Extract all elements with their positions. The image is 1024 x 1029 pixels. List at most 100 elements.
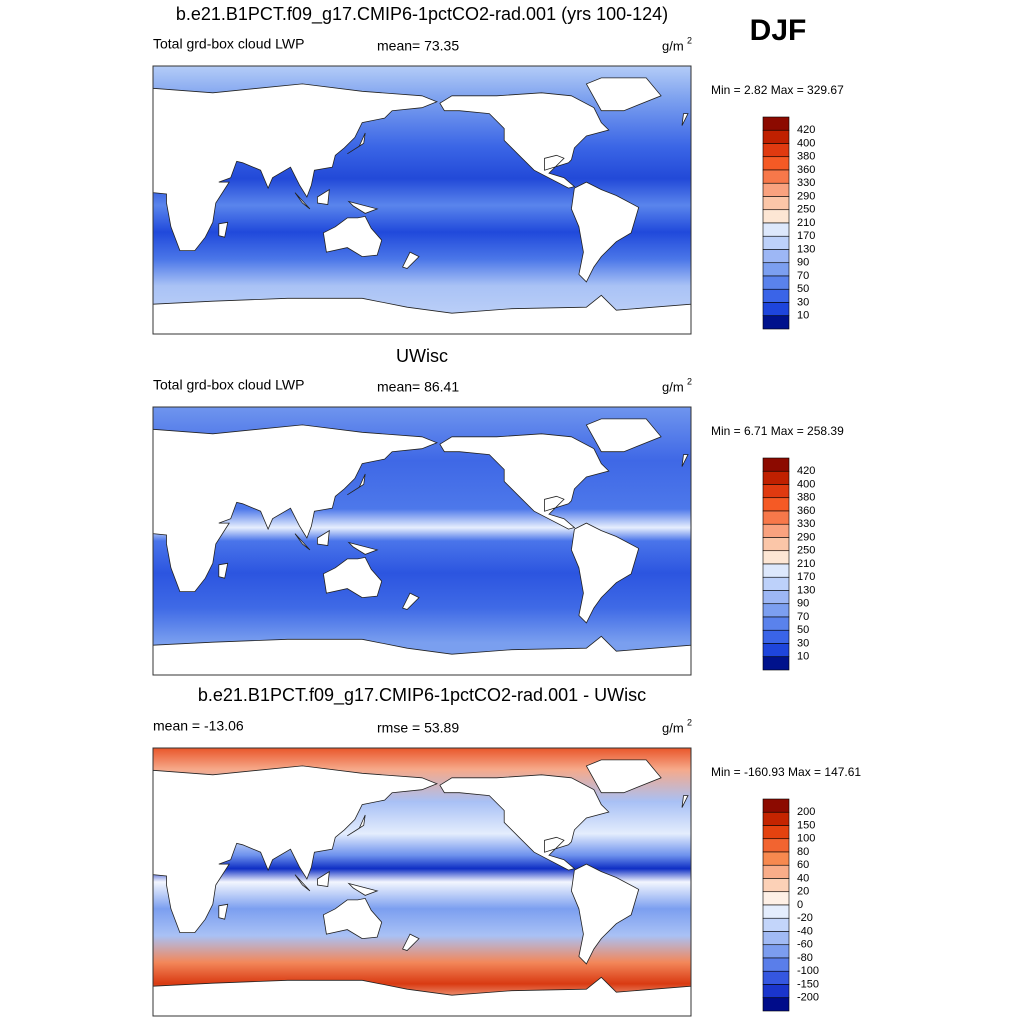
panel-title: b.e21.B1PCT.f09_g17.CMIP6-1pctCO2-rad.00…: [176, 4, 668, 25]
colorbar-label: 50: [797, 624, 809, 636]
colorbar-box: [762, 116, 790, 131]
colorbar-label: 60: [797, 859, 809, 871]
colorbar-label: 0: [797, 899, 803, 911]
land: [681, 113, 689, 126]
min-max: Min = 6.71 Max = 258.39: [711, 424, 844, 438]
colorbar-label: 210: [797, 217, 815, 229]
colorbar-label: 380: [797, 151, 815, 163]
colorbar-box: [762, 315, 790, 330]
colorbar-label: 10: [797, 310, 809, 322]
colorbar-box: [762, 904, 790, 919]
colorbar-box: [762, 156, 790, 171]
colorbar-label: 330: [797, 177, 815, 189]
map: [152, 747, 692, 1017]
colorbar-label: -150: [797, 978, 819, 990]
colorbar-box: [762, 616, 790, 631]
land: [570, 522, 640, 624]
colorbar-label: 130: [797, 584, 815, 596]
land: [316, 188, 330, 205]
panel-title: UWisc: [396, 346, 448, 366]
land: [294, 874, 311, 892]
colorbar-box: [762, 656, 790, 671]
colorbar-box: [762, 182, 790, 197]
colorbar-label: -80: [797, 952, 813, 964]
land: [402, 933, 420, 951]
colorbar-label: 170: [797, 230, 815, 242]
map-frame: [152, 406, 692, 676]
colorbar-box: [762, 838, 790, 853]
colorbar-box: [762, 537, 790, 552]
land: [570, 181, 640, 283]
colorbar-label: 70: [797, 270, 809, 282]
colorbar-label: 420: [797, 124, 815, 136]
land: [347, 541, 379, 555]
colorbar-box: [762, 288, 790, 303]
land: [218, 903, 229, 920]
land: [316, 870, 330, 887]
land: [439, 433, 610, 530]
colorbar-label: 250: [797, 204, 815, 216]
colorbar-box: [762, 196, 790, 211]
map: [152, 65, 692, 335]
land: [402, 592, 420, 610]
land: [585, 77, 662, 112]
colorbar-label: -60: [797, 939, 813, 951]
colorbar-label: 90: [797, 257, 809, 269]
center-label: rmse = 53.89: [377, 720, 459, 736]
colorbar-label: 360: [797, 164, 815, 176]
colorbar-label: 90: [797, 598, 809, 610]
colorbar-label: -100: [797, 965, 819, 977]
colorbar-box: [762, 811, 790, 826]
colorbar-label: 210: [797, 558, 815, 570]
colorbar-label: 70: [797, 611, 809, 623]
colorbar-box: [762, 457, 790, 472]
land: [439, 92, 610, 189]
colorbar-box: [762, 262, 790, 277]
colorbar-label: 250: [797, 545, 815, 557]
colorbar-box: [762, 917, 790, 932]
colorbar-label: 100: [797, 833, 815, 845]
units-exponent: 2: [687, 35, 692, 45]
colorbar-box: [762, 249, 790, 264]
colorbar-box: [762, 798, 790, 813]
colorbar-box: [762, 470, 790, 485]
colorbar-label: 290: [797, 531, 815, 543]
colorbar-box: [762, 510, 790, 525]
center-label: mean= 86.41: [377, 379, 459, 395]
map-frame: [152, 65, 692, 335]
colorbar-label: -40: [797, 925, 813, 937]
center-label: mean= 73.35: [377, 38, 459, 54]
land: [152, 424, 438, 593]
colorbar-label: 150: [797, 819, 815, 831]
land: [570, 863, 640, 965]
colorbar-box: [762, 603, 790, 618]
land: [218, 221, 229, 238]
land: [402, 251, 420, 269]
colorbar-box: [762, 864, 790, 879]
colorbar-box: [762, 275, 790, 290]
colorbar-label: -20: [797, 912, 813, 924]
colorbar-box: [762, 891, 790, 906]
colorbar-box: [762, 235, 790, 250]
land: [322, 215, 383, 258]
min-max: Min = -160.93 Max = 147.61: [711, 765, 861, 779]
land: [347, 814, 366, 837]
colorbar-label: 10: [797, 651, 809, 663]
colorbar-box: [762, 944, 790, 959]
colorbar-box: [762, 563, 790, 578]
colorbar-label: 400: [797, 478, 815, 490]
colorbar-label: 170: [797, 571, 815, 583]
colorbar-box: [762, 523, 790, 538]
units-exponent: 2: [687, 717, 692, 727]
map-frame: [152, 747, 692, 1017]
colorbar-box: [762, 576, 790, 591]
min-max: Min = 2.82 Max = 329.67: [711, 83, 844, 97]
colorbar-box: [762, 129, 790, 144]
colorbar-box: [762, 984, 790, 999]
units: g/m: [662, 720, 684, 735]
colorbar-label: 20: [797, 886, 809, 898]
colorbar-box: [762, 222, 790, 237]
land: [347, 882, 379, 896]
left-label: Total grd-box cloud LWP: [153, 36, 304, 52]
